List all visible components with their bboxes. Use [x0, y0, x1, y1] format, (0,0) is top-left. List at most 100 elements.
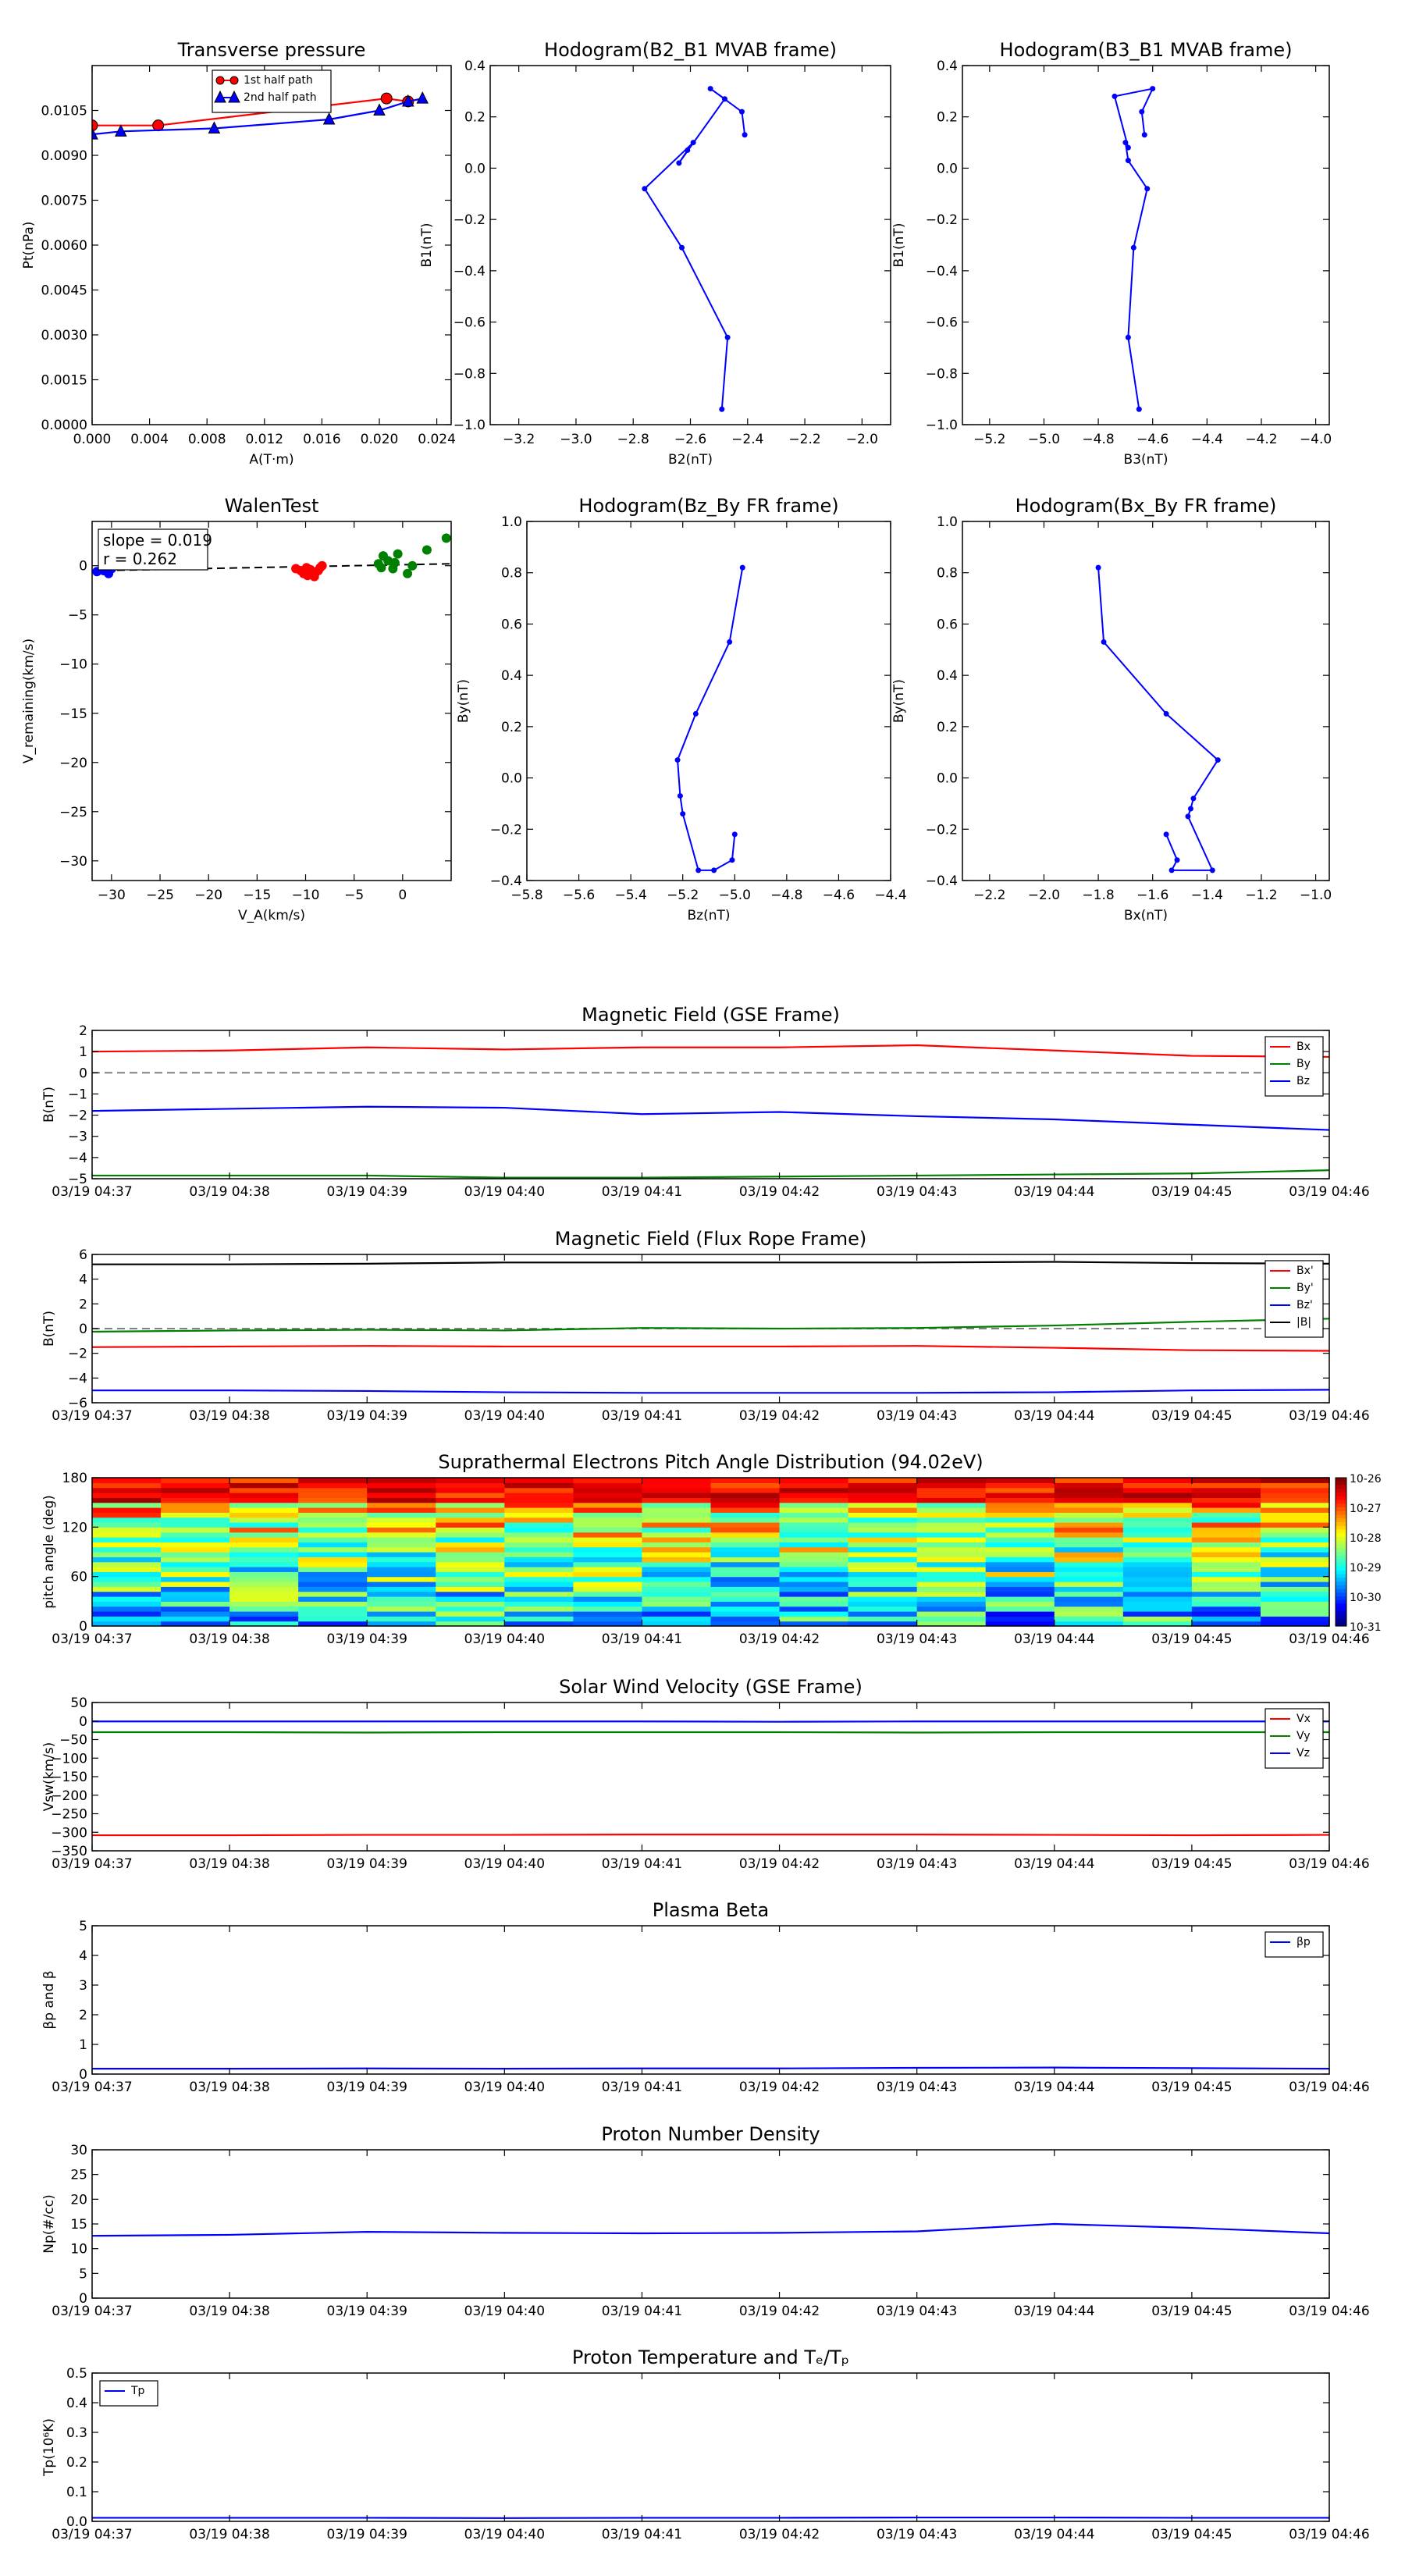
- heatmap-cell: [916, 1487, 987, 1493]
- legend-box: [1264, 1036, 1324, 1097]
- proton-temperature-title: Proton Temperature and Tₑ/Tₚ: [572, 2347, 849, 2368]
- transverse-pressure-plot-area: [92, 91, 429, 140]
- heatmap-cell: [1191, 1532, 1261, 1538]
- heatmap-cell: [1260, 1502, 1330, 1508]
- heatmap-cell: [504, 1546, 574, 1553]
- heatmap-cell: [161, 1487, 230, 1493]
- hodogram-b2-b1-ylabel: B1(nT): [419, 223, 435, 268]
- y-tick-label: 5: [79, 1919, 87, 1934]
- legend-label: Vz: [1297, 1747, 1310, 1759]
- magnetic-field-gse-plot-area: [92, 1044, 1329, 1179]
- heatmap-cell: [573, 1527, 643, 1533]
- heatmap-cell: [504, 1567, 574, 1572]
- heatmap-cell: [779, 1611, 849, 1617]
- heatmap-cell: [367, 1621, 436, 1627]
- heatmap-cell: [504, 1586, 574, 1592]
- x-tick-label: 03/19 04:43: [877, 2080, 957, 2095]
- x-tick-label: 03/19 04:44: [1014, 1408, 1094, 1424]
- x-tick-label: 03/19 04:41: [602, 2080, 682, 2095]
- series-line: [92, 2516, 1329, 2519]
- heatmap-cell: [985, 1517, 1055, 1523]
- y-tick-label: 0.0: [464, 161, 486, 176]
- heatmap-cell: [92, 1601, 162, 1607]
- data-point: [393, 549, 403, 559]
- heatmap-cell: [92, 1621, 162, 1627]
- x-tick-label: 03/19 04:37: [52, 2080, 132, 2095]
- heatmap-cell: [1191, 1537, 1261, 1542]
- y-tick-label: −0.4: [926, 264, 958, 279]
- heatmap-cell: [642, 1561, 712, 1567]
- heatmap-cell: [504, 1517, 574, 1523]
- heatmap-cell: [1191, 1497, 1261, 1503]
- heatmap-cell: [710, 1487, 781, 1493]
- x-tick-label: −2.0: [1028, 888, 1060, 903]
- heatmap-cell: [573, 1542, 643, 1548]
- heatmap-cell: [916, 1611, 987, 1617]
- legend-label: Bz: [1297, 1075, 1310, 1087]
- heatmap-cell: [779, 1571, 849, 1578]
- y-tick-label: −4: [68, 1151, 87, 1166]
- heatmap-cell: [779, 1591, 849, 1597]
- heatmap-cell: [504, 1576, 574, 1582]
- y-tick-label: 4: [79, 1948, 87, 1964]
- heatmap-cell: [161, 1537, 230, 1542]
- y-tick-label: −250: [51, 1807, 87, 1823]
- y-tick-label: −200: [51, 1788, 87, 1804]
- annotation-box: [98, 528, 208, 571]
- heatmap-cell: [1260, 1561, 1330, 1567]
- heatmap-cell: [1122, 1586, 1193, 1592]
- heatmap-cell: [779, 1582, 849, 1587]
- transverse-pressure-ylabel: Pt(nPa): [21, 222, 37, 269]
- proton-number-density-title: Proton Number Density: [601, 2123, 820, 2145]
- heatmap-cell: [848, 1482, 918, 1489]
- y-tick-label: 25: [70, 2168, 87, 2183]
- heatmap-cell: [779, 1567, 849, 1572]
- heatmap-cell: [367, 1478, 436, 1483]
- proton-temperature-plot-area: [92, 2516, 1329, 2519]
- heatmap-cell: [848, 1552, 918, 1557]
- heatmap-cell: [504, 1482, 574, 1489]
- series-line: [92, 1345, 1329, 1352]
- data-point: [695, 867, 702, 873]
- heatmap-cell: [710, 1621, 781, 1627]
- y-tick-label: −300: [51, 1825, 87, 1841]
- heatmap-cell: [1191, 1571, 1261, 1578]
- transverse-pressure-legend: 1st half path 2nd half path: [212, 69, 332, 113]
- heatmap-cell: [710, 1507, 781, 1513]
- y-tick-label: 5: [79, 2266, 87, 2282]
- heatmap-cell: [367, 1527, 436, 1533]
- heatmap-cell: [1260, 1596, 1330, 1602]
- legend-label: 2nd half path: [244, 91, 317, 104]
- data-point: [1125, 158, 1131, 164]
- y-tick-label: −2: [68, 1347, 87, 1362]
- x-tick-label: 03/19 04:41: [602, 1631, 682, 1647]
- heatmap-cell: [916, 1586, 987, 1592]
- y-tick-label: 0.4: [66, 2396, 87, 2411]
- pitch-angle-distribution-chart: Suprathermal Electrons Pitch Angle Distr…: [41, 1451, 1382, 1647]
- heatmap-cell: [710, 1532, 781, 1538]
- legend-label: Bz': [1297, 1299, 1313, 1311]
- colorbar-step: [1336, 1489, 1346, 1493]
- heatmap-cell: [848, 1601, 918, 1607]
- series-line: [643, 87, 746, 410]
- heatmap-cell: [916, 1482, 987, 1489]
- heatmap-cell: [161, 1567, 230, 1572]
- solar-wind-velocity-legend: Vx Vy Vz: [1264, 1708, 1324, 1769]
- legend-label: |B|: [1297, 1316, 1311, 1329]
- heatmap-cell: [1054, 1567, 1124, 1572]
- data-point: [422, 545, 432, 555]
- hodogram-bz-by-plot-area: [674, 564, 745, 873]
- heatmap-cell: [161, 1507, 230, 1513]
- x-tick-label: −4.2: [1245, 432, 1277, 447]
- heatmap-cell: [436, 1512, 505, 1518]
- data-point: [1187, 806, 1193, 812]
- heatmap-cell: [1122, 1487, 1193, 1493]
- heatmap-cell: [1122, 1571, 1193, 1578]
- data-point: [322, 112, 336, 125]
- x-tick-label: 03/19 04:42: [739, 1631, 820, 1647]
- x-tick-label: 03/19 04:37: [52, 2527, 132, 2542]
- colorbar-step: [1336, 1582, 1346, 1586]
- heatmap-cell: [504, 1591, 574, 1597]
- heatmap-cell: [1054, 1621, 1124, 1627]
- heatmap-cell: [367, 1576, 436, 1582]
